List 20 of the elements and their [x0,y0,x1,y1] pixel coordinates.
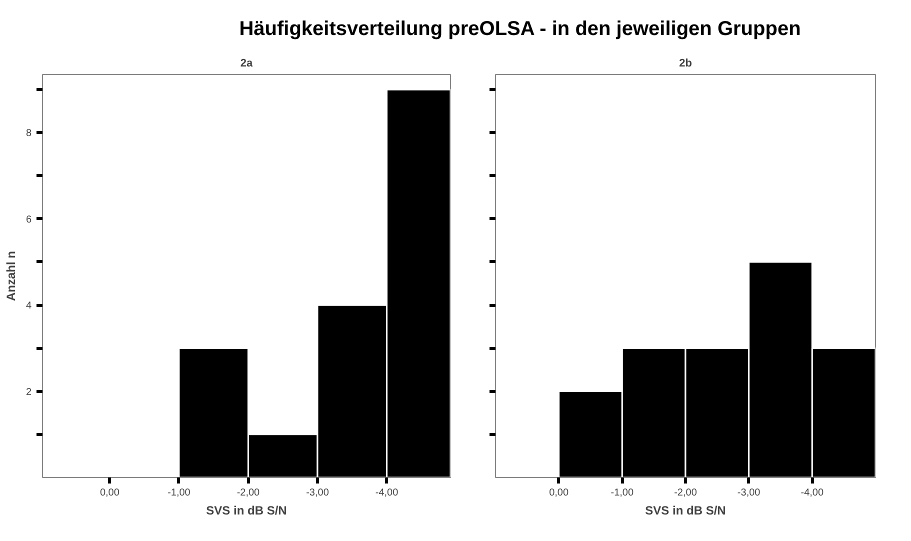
y-tick-label: 4 [26,300,32,312]
chart-subtitle: 2b [679,58,692,70]
x-tick-label: -2,00 [236,488,260,498]
x-axis-title: SVS in dB S/N [206,504,287,518]
x-tick-label: 0,00 [549,488,570,498]
x-tick-label: -3,00 [306,488,330,498]
x-tick-label: -4,00 [375,488,399,498]
y-axis-title: Anzahl n [4,251,18,301]
x-tick-label: -3,00 [737,488,761,498]
y-tick-label: 6 [26,214,32,226]
text: Häufigkeitsverteilung preOLSA - in den jeweiligen Gruppen [239,17,801,42]
y-tick-label: 2 [26,386,32,398]
x-tick-label: 0,00 [100,488,120,498]
x-axis-title: SVS in dB S/N [645,504,726,518]
x-tick-label: -1,00 [610,488,634,498]
y-tick-label: 8 [26,128,32,140]
x-tick-label: -1,00 [168,488,191,498]
chart-subtitle: 2a [240,58,254,70]
x-tick-label: -4,00 [800,488,824,498]
x-tick-label: -2,00 [674,488,698,498]
